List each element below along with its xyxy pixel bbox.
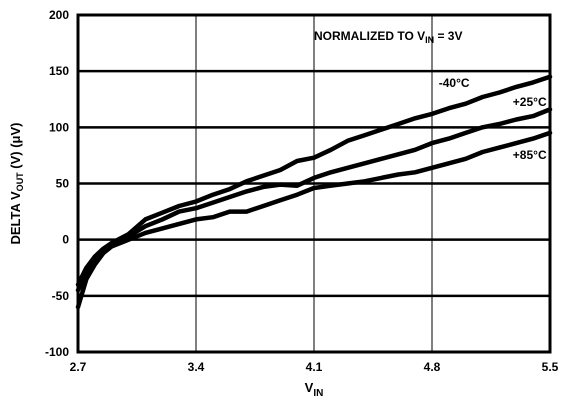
x-tick-label: 2.7 (70, 360, 87, 374)
y-axis-label-tail: (V) (μV) (8, 122, 23, 172)
x-tick-label: 5.5 (542, 360, 559, 374)
series-label-0: -40°C (439, 76, 470, 90)
series-line-2 (75, 130, 553, 310)
y-tick-label: 150 (49, 64, 69, 78)
x-tick-label: 3.4 (188, 360, 205, 374)
y-tick-label: 50 (56, 177, 70, 191)
y-tick-label: -100 (45, 345, 69, 359)
y-axis-label-subscript: OUT (15, 172, 25, 192)
series-label-2: +85°C (513, 148, 547, 162)
normalization-annotation: NORMALIZED TO VIN = 3V (314, 29, 462, 45)
annotation-tail: = 3V (434, 29, 462, 43)
series-labels: -40°C +25°C +85°C (439, 76, 547, 162)
tick-labels: -100 -50 0 50 100 150 200 2.7 3.4 4.1 4.8 5.5 (45, 8, 559, 374)
y-axis-label: DELTA VOUT (V) (μV) (8, 122, 25, 244)
plot-frame (76, 13, 552, 354)
y-tick-label: 0 (62, 233, 69, 247)
y-tick-label: 200 (49, 8, 69, 22)
series-line-1 (75, 107, 553, 293)
x-axis-label-subscript: IN (313, 388, 323, 399)
y-tick-label: 100 (49, 120, 69, 134)
y-tick-label: -50 (52, 289, 70, 303)
annotation-subscript: IN (425, 35, 434, 45)
x-tick-label: 4.8 (424, 360, 441, 374)
series-label-1: +25°C (513, 95, 547, 109)
x-tick-label: 4.1 (306, 360, 323, 374)
x-axis-label: VIN (305, 380, 324, 399)
y-axis-label-main: DELTA V (8, 191, 23, 245)
annotation-main: NORMALIZED TO V (314, 29, 425, 43)
grid (77, 14, 551, 353)
series-lines (75, 74, 553, 310)
x-axis-label-main: V (305, 380, 314, 395)
